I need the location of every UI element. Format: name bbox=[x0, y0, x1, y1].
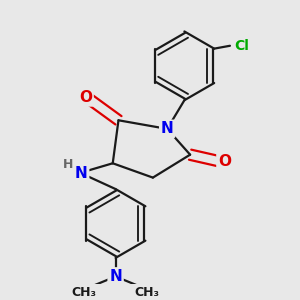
Text: O: O bbox=[218, 154, 231, 169]
Text: N: N bbox=[161, 122, 174, 136]
Text: H: H bbox=[63, 158, 74, 171]
Text: Cl: Cl bbox=[234, 39, 249, 53]
Text: CH₃: CH₃ bbox=[72, 286, 97, 299]
Text: N: N bbox=[109, 269, 122, 284]
Text: N: N bbox=[75, 166, 88, 181]
Text: O: O bbox=[79, 90, 92, 105]
Text: CH₃: CH₃ bbox=[135, 286, 160, 299]
